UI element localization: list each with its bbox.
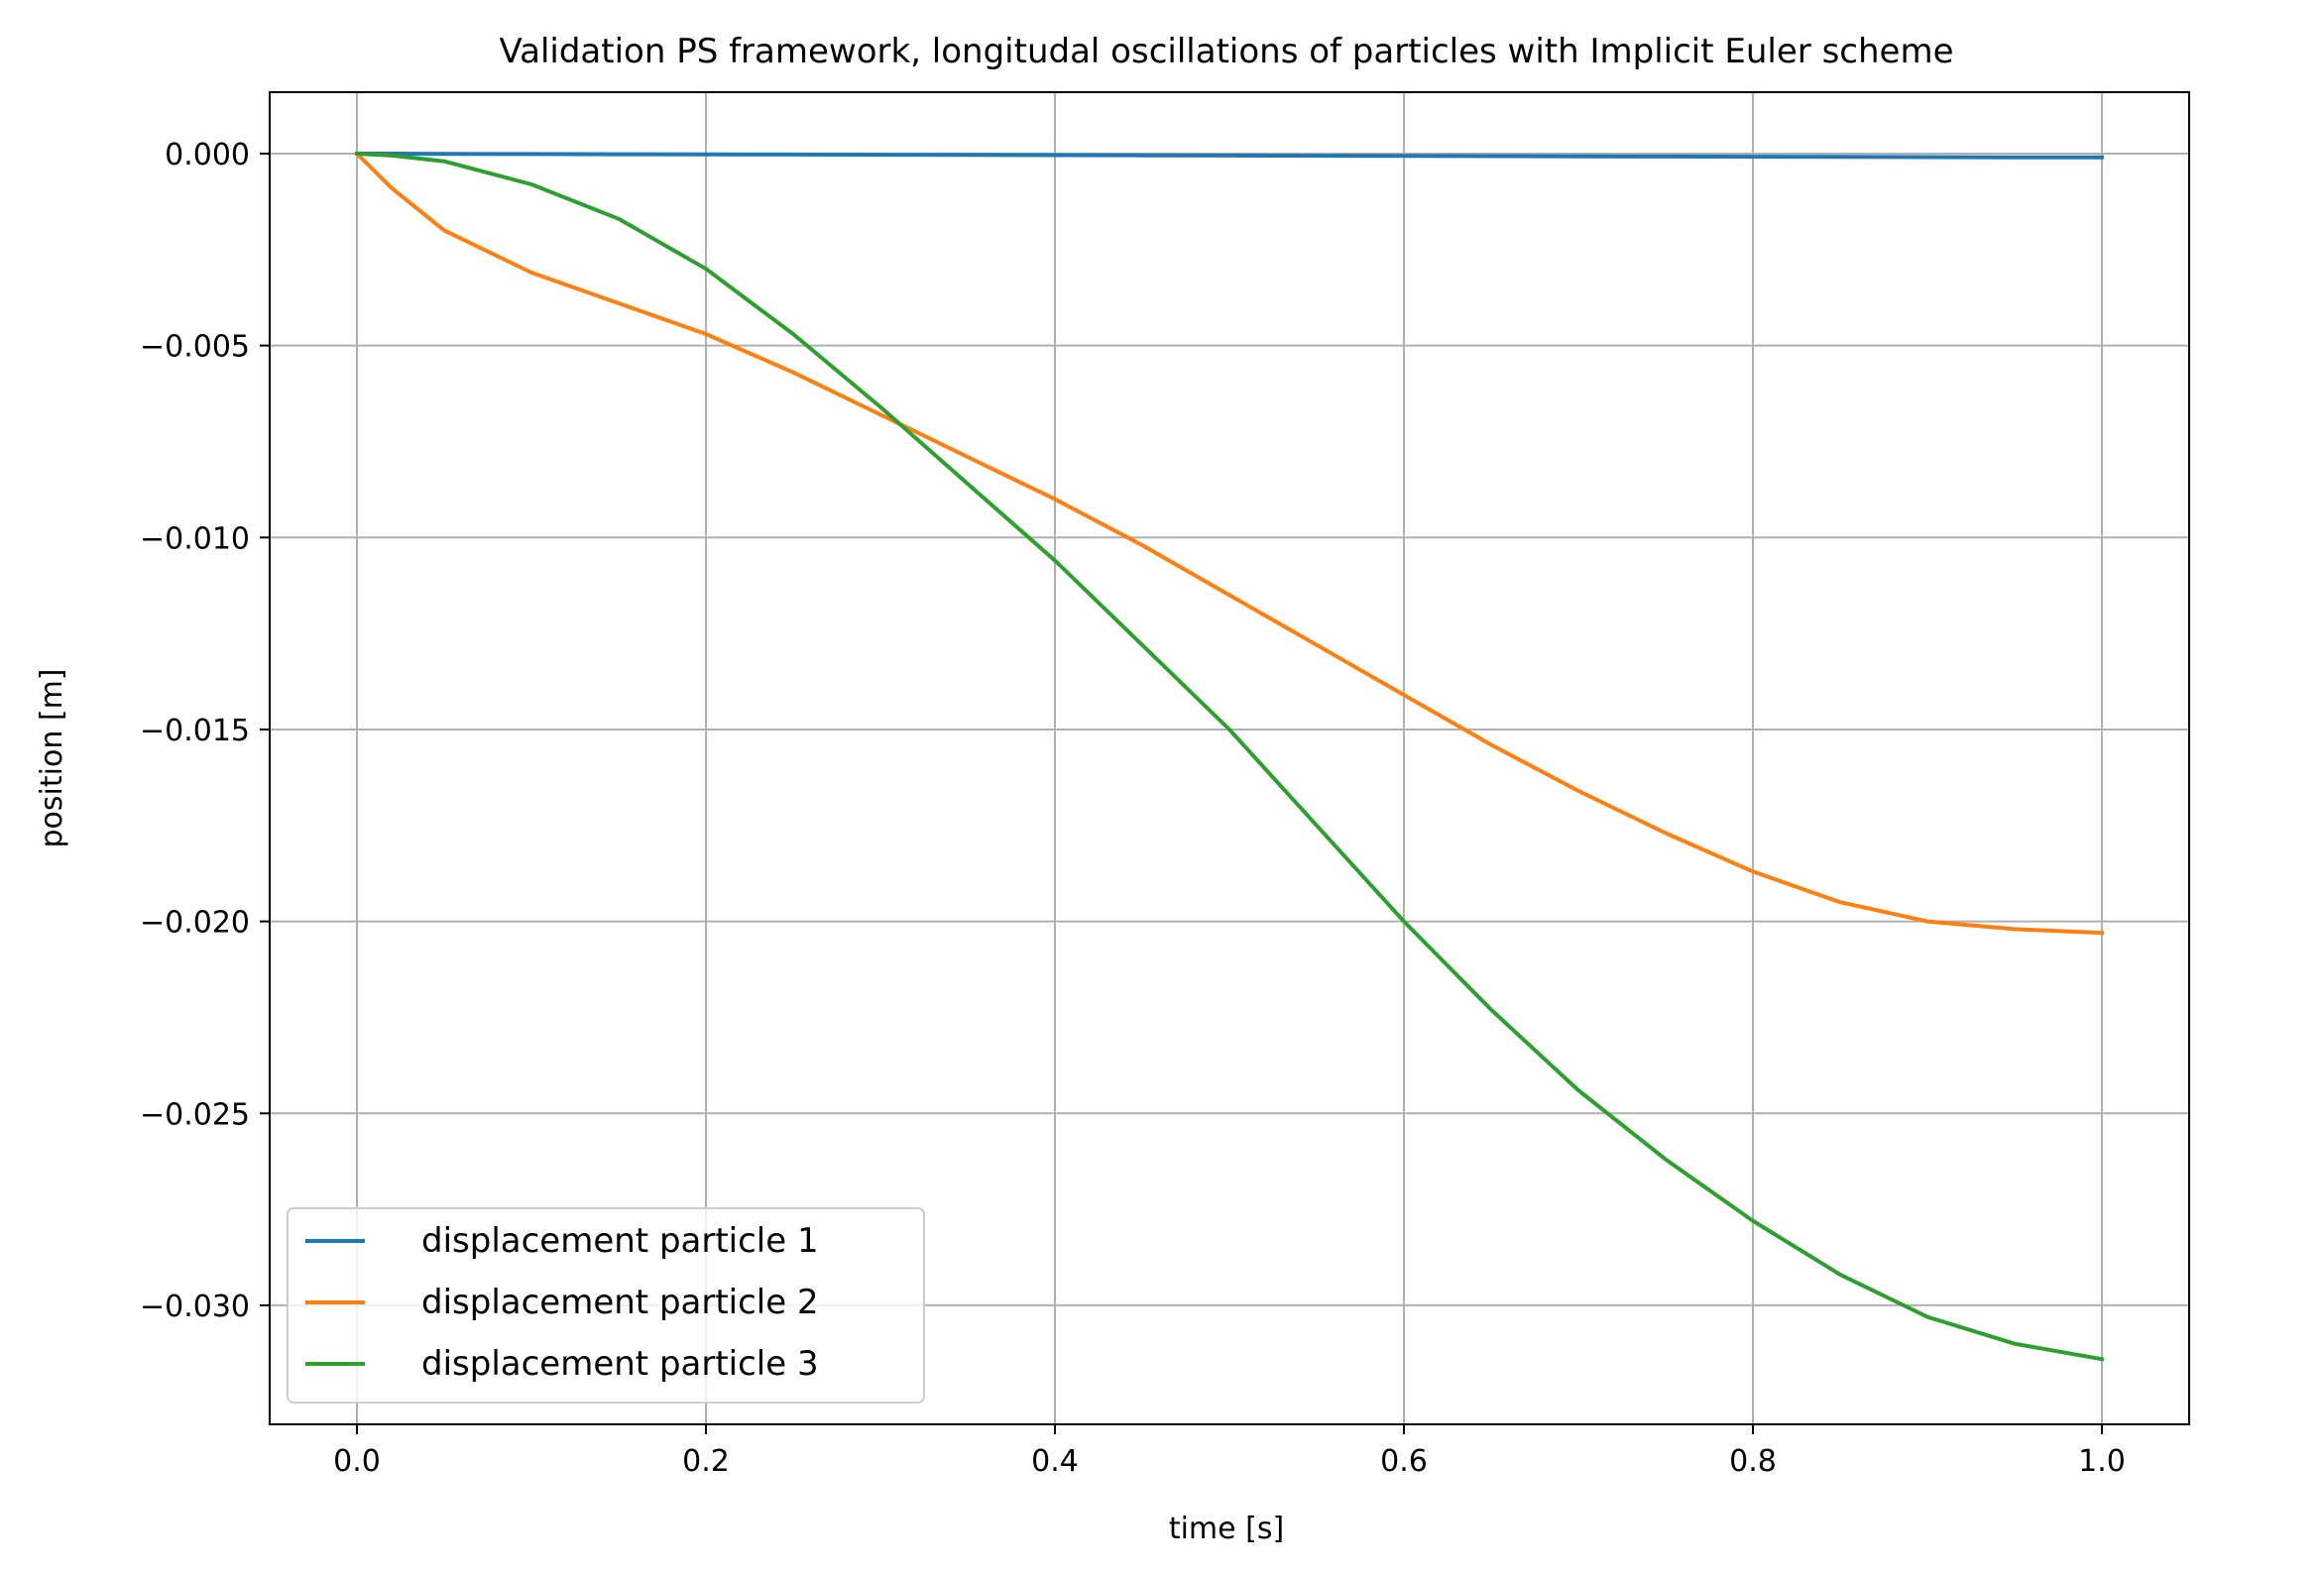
series-line-particle-1 bbox=[355, 152, 2105, 160]
legend-box bbox=[287, 1207, 925, 1404]
y-axis-label: position [m] bbox=[35, 669, 69, 848]
axis-ticks: 0.0 0.2 0.4 0.6 0.8 1.0 0.000 −0.005 −0.010 −0.01… bbox=[140, 138, 2126, 1479]
chart-title: Validation PS framework, longitudal osci… bbox=[500, 32, 1954, 71]
legend-label: displacement particle 2 bbox=[421, 1283, 819, 1322]
legend-label: displacement particle 1 bbox=[421, 1221, 819, 1261]
x-tick-label: 1.0 bbox=[2078, 1444, 2126, 1479]
y-tick-label: −0.015 bbox=[140, 714, 250, 748]
x-tick-label: 0.4 bbox=[1031, 1444, 1079, 1479]
axes-frame bbox=[269, 91, 2190, 1425]
y-tick-label: −0.020 bbox=[140, 906, 250, 941]
x-tick-label: 0.2 bbox=[682, 1444, 730, 1479]
y-tick-label: 0.000 bbox=[165, 138, 250, 172]
series-line-particle-2 bbox=[354, 151, 2105, 936]
x-tick-label: 0.0 bbox=[333, 1444, 381, 1479]
series-layer bbox=[354, 151, 2105, 1362]
y-tick-label: −0.030 bbox=[140, 1290, 250, 1324]
y-tick-label: −0.005 bbox=[140, 330, 250, 365]
x-tick-label: 0.6 bbox=[1380, 1444, 1428, 1479]
y-tick-label: −0.010 bbox=[140, 521, 250, 556]
series-line-particle-3 bbox=[354, 151, 2105, 1362]
x-tick-label: 0.8 bbox=[1729, 1444, 1777, 1479]
y-tick-label: −0.025 bbox=[140, 1097, 250, 1132]
legend: displacement particle 1 displacement part… bbox=[287, 1207, 925, 1404]
x-axis-label: time [s] bbox=[1169, 1512, 1284, 1546]
legend-label: displacement particle 3 bbox=[421, 1344, 819, 1384]
